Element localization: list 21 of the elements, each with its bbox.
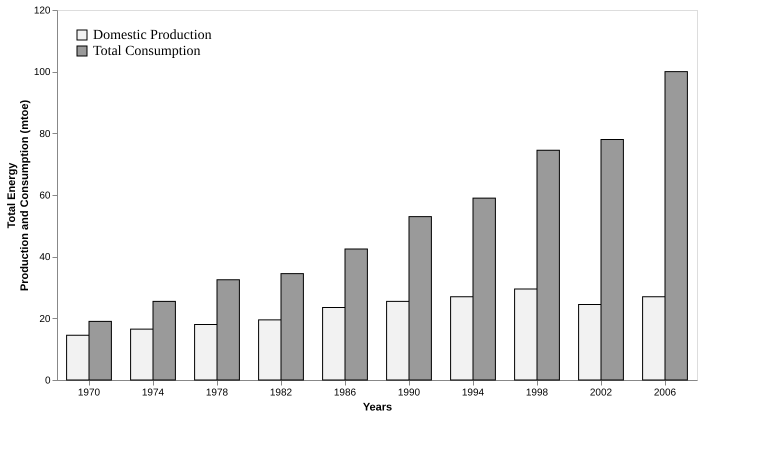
x-tick-label: 1998: [526, 388, 549, 398]
x-tick-label: 2006: [654, 388, 677, 398]
x-tick-label: 1986: [334, 388, 357, 398]
y-tick-label: 80: [39, 128, 51, 140]
x-tick-label: 1994: [462, 388, 485, 398]
y-tick-label: 120: [34, 6, 51, 16]
x-tick-label: 1990: [398, 388, 421, 398]
y-tick-label: 20: [39, 314, 51, 325]
x-tick-label: 1970: [78, 388, 101, 398]
x-tick-label: 1974: [142, 388, 165, 398]
y-tick-label: 40: [39, 252, 51, 264]
y-axis-title: Total Energy Production and Consumption (mtoe): [6, 100, 31, 292]
y-tick-label: 60: [39, 190, 51, 202]
x-tick-label: 1978: [206, 388, 229, 398]
legend-label: Domestic Production: [93, 28, 212, 43]
legend-label: Total Consumption: [93, 44, 201, 59]
x-axis-title: Years: [362, 402, 392, 414]
x-tick-label: 1982: [270, 388, 293, 398]
y-tick-label: 100: [34, 67, 51, 78]
x-tick-label: 2002: [590, 388, 613, 398]
y-tick-label: 0: [44, 376, 51, 386]
